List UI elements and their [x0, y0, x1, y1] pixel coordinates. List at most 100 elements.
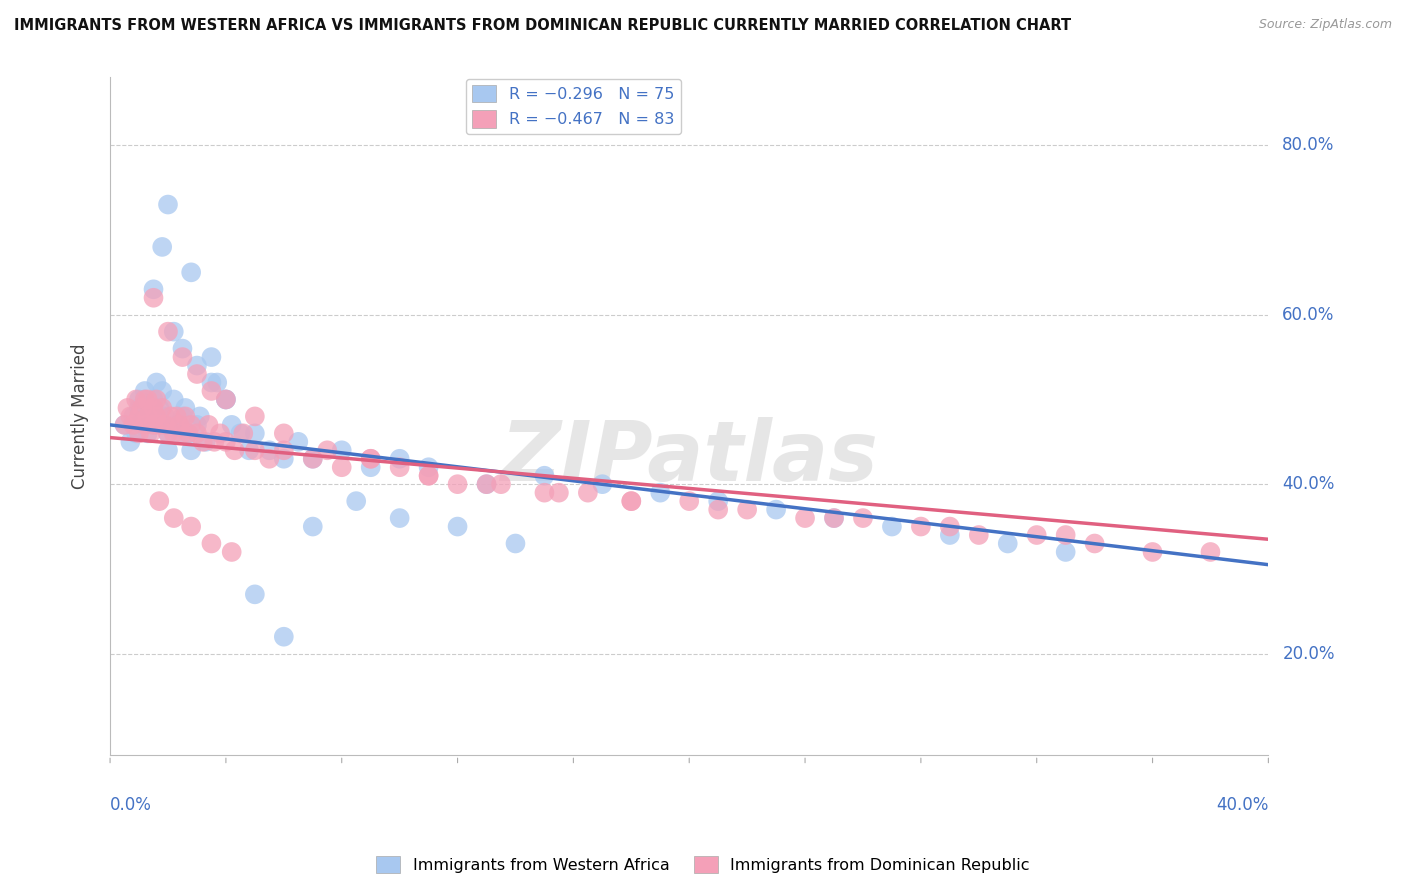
Text: 60.0%: 60.0% — [1282, 306, 1334, 324]
Point — [287, 434, 309, 449]
Point — [939, 519, 962, 533]
Point — [446, 477, 468, 491]
Point — [150, 240, 173, 254]
Point — [301, 451, 323, 466]
Point — [446, 519, 468, 533]
Point — [177, 426, 200, 441]
Point — [128, 401, 150, 415]
Point — [707, 502, 730, 516]
Point — [194, 434, 217, 449]
Point — [172, 409, 194, 424]
Point — [160, 409, 183, 424]
Point — [852, 511, 875, 525]
Point — [134, 392, 156, 407]
Point — [163, 392, 186, 407]
Point — [209, 426, 232, 441]
Point — [122, 409, 145, 424]
Point — [163, 511, 186, 525]
Point — [200, 376, 222, 390]
Point — [172, 350, 194, 364]
Point — [156, 443, 179, 458]
Point — [142, 417, 165, 432]
Point — [1142, 545, 1164, 559]
Point — [163, 426, 186, 441]
Point — [150, 384, 173, 398]
Point — [145, 409, 167, 424]
Point — [221, 417, 243, 432]
Point — [142, 282, 165, 296]
Point — [388, 460, 411, 475]
Point — [166, 409, 188, 424]
Point — [163, 325, 186, 339]
Point — [174, 409, 197, 424]
Point — [232, 426, 254, 441]
Point — [156, 426, 179, 441]
Point — [120, 409, 142, 424]
Point — [215, 392, 238, 407]
Point — [620, 494, 643, 508]
Point — [153, 417, 176, 432]
Point — [360, 451, 382, 466]
Point — [131, 417, 153, 432]
Point — [475, 477, 498, 491]
Point — [180, 417, 202, 432]
Text: 20.0%: 20.0% — [1282, 645, 1334, 663]
Point — [259, 451, 281, 466]
Point — [156, 426, 179, 441]
Point — [794, 511, 817, 525]
Point — [172, 342, 194, 356]
Point — [330, 443, 353, 458]
Point — [156, 197, 179, 211]
Point — [191, 434, 214, 449]
Point — [180, 443, 202, 458]
Point — [172, 426, 194, 441]
Point — [418, 468, 440, 483]
Point — [131, 401, 153, 415]
Point — [166, 417, 188, 432]
Point — [505, 536, 527, 550]
Point — [136, 426, 159, 441]
Point — [259, 443, 281, 458]
Point — [122, 417, 145, 432]
Point — [150, 401, 173, 415]
Point — [215, 392, 238, 407]
Point — [707, 494, 730, 508]
Point — [765, 502, 787, 516]
Point — [301, 451, 323, 466]
Point — [388, 451, 411, 466]
Point — [548, 485, 571, 500]
Point — [134, 392, 156, 407]
Point — [125, 392, 148, 407]
Point — [200, 384, 222, 398]
Point — [418, 460, 440, 475]
Point — [186, 359, 208, 373]
Point — [117, 401, 139, 415]
Point — [150, 417, 173, 432]
Point — [243, 587, 266, 601]
Point — [120, 434, 142, 449]
Point — [221, 545, 243, 559]
Point — [139, 426, 162, 441]
Point — [142, 401, 165, 415]
Point — [418, 468, 440, 483]
Y-axis label: Currently Married: Currently Married — [72, 343, 89, 489]
Point — [576, 485, 599, 500]
Point — [1054, 545, 1077, 559]
Point — [205, 376, 228, 390]
Point — [1084, 536, 1107, 550]
Text: ZIPatlas: ZIPatlas — [501, 417, 879, 498]
Point — [316, 443, 339, 458]
Point — [224, 443, 246, 458]
Point — [533, 468, 555, 483]
Point — [169, 426, 191, 441]
Point — [360, 460, 382, 475]
Point — [200, 536, 222, 550]
Point — [148, 401, 170, 415]
Point — [145, 376, 167, 390]
Point — [215, 392, 238, 407]
Point — [823, 511, 845, 525]
Text: 0.0%: 0.0% — [110, 796, 152, 814]
Point — [134, 417, 156, 432]
Point — [1199, 545, 1222, 559]
Point — [243, 443, 266, 458]
